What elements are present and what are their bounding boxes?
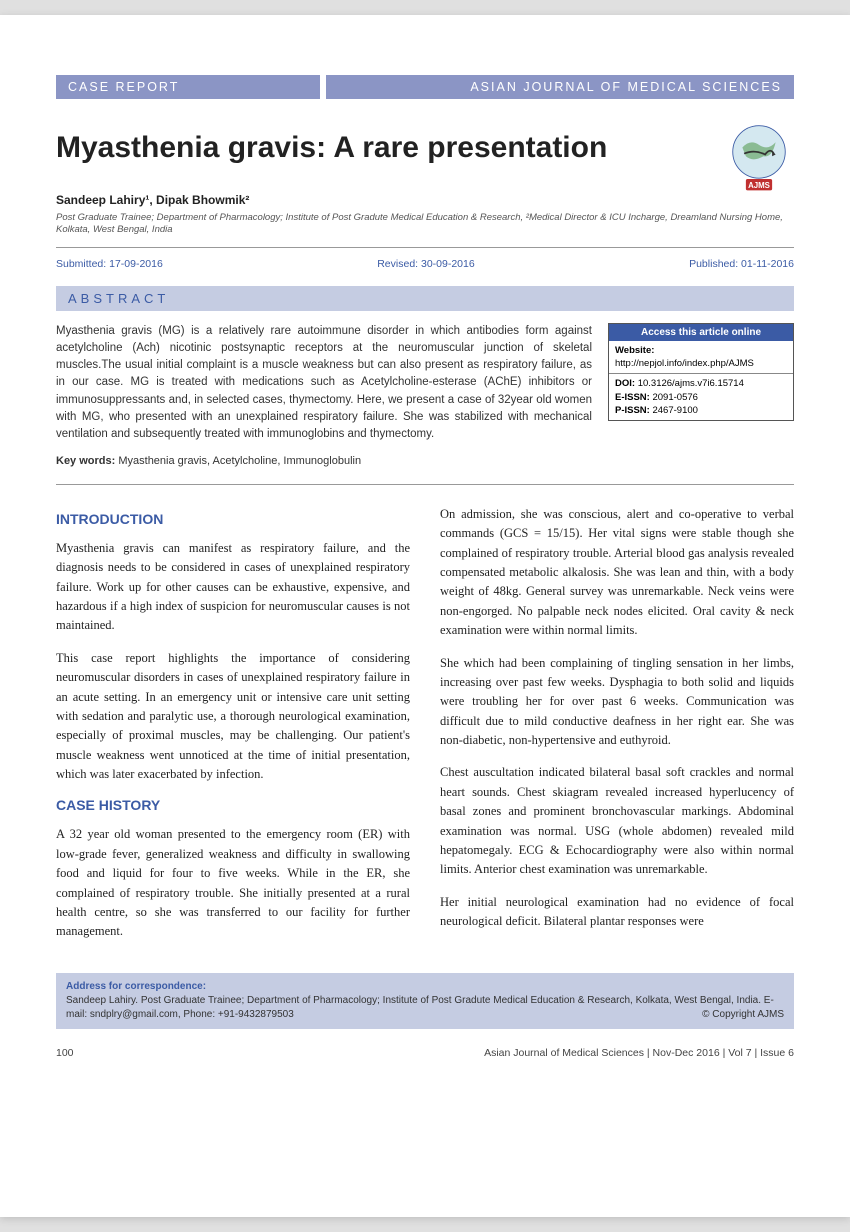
correspondence-text: Sandeep Lahiry. Post Graduate Trainee; D… bbox=[66, 995, 774, 1020]
keywords-text: Myasthenia gravis, Acetylcholine, Immuno… bbox=[115, 455, 361, 467]
page-footer: 100 Asian Journal of Medical Sciences | … bbox=[56, 1047, 794, 1059]
pissn-value: 2467-9100 bbox=[652, 405, 697, 416]
authors: Sandeep Lahiry¹, Dipak Bhowmik² bbox=[56, 193, 794, 207]
column-right: On admission, she was conscious, alert a… bbox=[440, 505, 794, 955]
published-date: Published: 01-11-2016 bbox=[689, 258, 794, 270]
case-paragraph: She which had been complaining of tingli… bbox=[440, 654, 794, 751]
svg-text:AJMS: AJMS bbox=[748, 181, 770, 190]
column-left: INTRODUCTION Myasthenia gravis can manif… bbox=[56, 505, 410, 955]
eissn-label: E-ISSN: bbox=[615, 392, 650, 403]
dates-row: Submitted: 17-09-2016 Revised: 30-09-201… bbox=[56, 258, 794, 270]
access-website-row: Website: http://nepjol.info/index.php/AJ… bbox=[609, 341, 793, 375]
body-columns: INTRODUCTION Myasthenia gravis can manif… bbox=[56, 505, 794, 955]
copyright-text: © Copyright AJMS bbox=[702, 1008, 784, 1022]
affiliations: Post Graduate Trainee; Department of Pha… bbox=[56, 212, 794, 237]
submitted-date: Submitted: 17-09-2016 bbox=[56, 258, 163, 270]
page-container: CASE REPORT ASIAN JOURNAL OF MEDICAL SCI… bbox=[0, 15, 850, 1217]
journal-name-bar: ASIAN JOURNAL OF MEDICAL SCIENCES bbox=[326, 75, 794, 99]
case-paragraph: A 32 year old woman presented to the eme… bbox=[56, 825, 410, 941]
title-row: Myasthenia gravis: A rare presentation A… bbox=[56, 113, 794, 193]
intro-paragraph: This case report highlights the importan… bbox=[56, 649, 410, 785]
website-label: Website: bbox=[615, 344, 787, 357]
case-paragraph: Chest auscultation indicated bilateral b… bbox=[440, 763, 794, 879]
page-number: 100 bbox=[56, 1047, 74, 1059]
article-title: Myasthenia gravis: A rare presentation bbox=[56, 131, 607, 165]
section-label-bar: CASE REPORT bbox=[56, 75, 320, 99]
abstract-text: Myasthenia gravis (MG) is a relatively r… bbox=[56, 325, 592, 441]
correspondence-box: Address for correspondence: Sandeep Lahi… bbox=[56, 973, 794, 1029]
access-box-header: Access this article online bbox=[609, 324, 793, 341]
abstract-wrap: Myasthenia gravis (MG) is a relatively r… bbox=[56, 323, 794, 470]
access-box: Access this article online Website: http… bbox=[608, 323, 794, 421]
case-paragraph: Her initial neurological examination had… bbox=[440, 893, 794, 932]
abstract-body: Myasthenia gravis (MG) is a relatively r… bbox=[56, 323, 592, 470]
divider bbox=[56, 247, 794, 248]
divider bbox=[56, 484, 794, 485]
case-paragraph: On admission, she was conscious, alert a… bbox=[440, 505, 794, 641]
eissn-value: 2091-0576 bbox=[652, 392, 697, 403]
website-url[interactable]: http://nepjol.info/index.php/AJMS bbox=[615, 357, 787, 370]
intro-paragraph: Myasthenia gravis can manifest as respir… bbox=[56, 539, 410, 636]
revised-date: Revised: 30-09-2016 bbox=[377, 258, 474, 270]
keywords-label: Key words: bbox=[56, 455, 115, 467]
case-heading: CASE HISTORY bbox=[56, 797, 410, 813]
abstract-heading-bar: ABSTRACT bbox=[56, 286, 794, 311]
keywords-line: Key words: Myasthenia gravis, Acetylchol… bbox=[56, 453, 592, 470]
journal-logo: AJMS bbox=[724, 123, 794, 193]
access-ids-row: DOI: 10.3126/ajms.v7i6.15714 E-ISSN: 209… bbox=[609, 374, 793, 420]
footer-citation: Asian Journal of Medical Sciences | Nov-… bbox=[484, 1047, 794, 1059]
header-bars: CASE REPORT ASIAN JOURNAL OF MEDICAL SCI… bbox=[56, 75, 794, 99]
doi-label: DOI: bbox=[615, 378, 635, 389]
correspondence-label: Address for correspondence: bbox=[66, 981, 206, 992]
intro-heading: INTRODUCTION bbox=[56, 511, 410, 527]
pissn-label: P-ISSN: bbox=[615, 405, 650, 416]
doi-value: 10.3126/ajms.v7i6.15714 bbox=[638, 378, 744, 389]
